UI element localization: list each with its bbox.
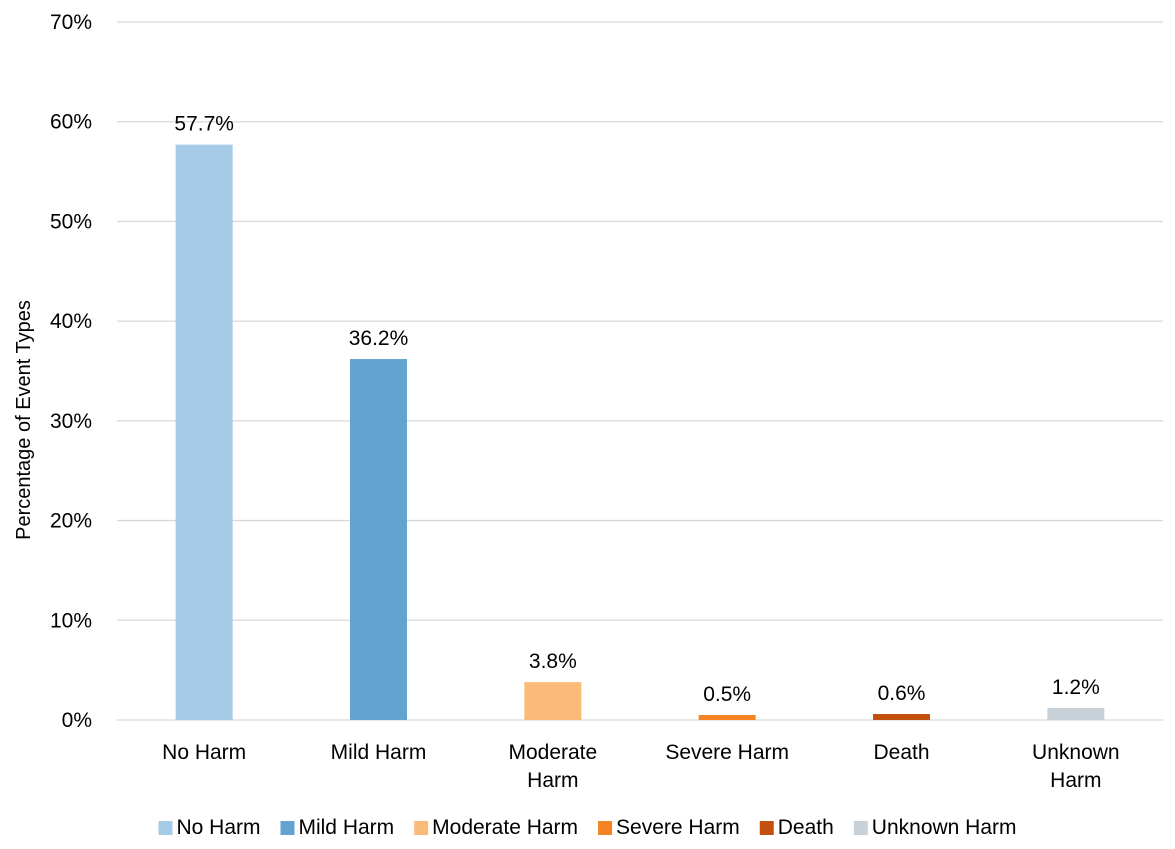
x-tick-label: Mild Harm [331,741,427,764]
legend-item: Unknown Harm [853,816,1017,839]
x-tick-label: Death [873,741,929,764]
y-axis-label: Percentage of Event Types [13,300,35,540]
legend-item: Moderate Harm [414,816,578,839]
y-tick-label: 20% [50,510,92,533]
legend-item: No Harm [158,816,260,839]
x-axis-ticks: No Harm Mild Harm Moderate Harm Severe Harm D… [162,741,1119,792]
x-tick-label: Unknown Harm [1032,741,1120,792]
legend-label: Mild Harm [298,816,394,839]
y-tick-label: 30% [50,410,92,433]
bars [175,144,1105,721]
bar [524,682,582,720]
legend-item: Death [759,816,834,839]
data-label: 1.2% [1052,676,1100,699]
y-tick-label: 40% [50,310,92,333]
legend-swatch [853,821,868,835]
data-labels: 57.7% 36.2% 3.8% 0.5% 0.6% 1.2% [174,113,1099,706]
legend-swatch [414,821,429,835]
data-label: 36.2% [349,327,409,350]
legend-item: Mild Harm [280,816,394,839]
bar [698,715,756,720]
y-axis-ticks: 0% 10% 20% 30% 40% 50% 60% 70% [50,11,92,732]
x-tick-label: No Harm [162,741,246,764]
gridlines [117,21,1163,721]
legend-swatch [598,821,613,835]
bar [873,714,930,720]
legend-swatch [280,821,295,835]
bar [1047,708,1105,720]
x-tick-label: Moderate Harm [508,741,597,792]
legend-label: Unknown Harm [872,816,1017,839]
data-label: 0.6% [878,682,926,705]
y-tick-label: 50% [50,210,92,233]
legend: No Harm Mild Harm Moderate Harm Severe Harm… [158,816,1017,839]
data-label: 57.7% [174,113,234,136]
legend-label: Death [778,816,834,839]
data-label: 3.8% [529,650,577,673]
legend-label: Moderate Harm [432,816,578,839]
bar [350,359,407,720]
legend-item: Severe Harm [598,816,740,839]
y-tick-label: 60% [50,111,92,134]
y-tick-label: 70% [50,11,92,34]
bar [175,144,233,721]
data-label: 0.5% [703,683,751,706]
y-tick-label: 0% [62,709,92,732]
y-tick-label: 10% [50,609,92,632]
legend-swatch [759,821,774,835]
legend-swatch [158,821,173,835]
legend-label: No Harm [176,816,260,839]
legend-label: Severe Harm [616,816,740,839]
x-tick-label: Severe Harm [665,741,789,764]
